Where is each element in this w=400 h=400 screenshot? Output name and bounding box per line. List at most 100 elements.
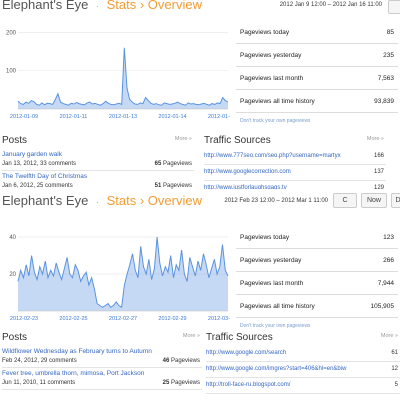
traffic-count: 12	[391, 366, 398, 372]
breadcrumb-separator: ·	[95, 196, 99, 207]
traffic-count: 137	[373, 169, 384, 175]
stat-row-last-month: Pageviews last month 7,944	[236, 272, 398, 295]
traffic-row: http://www.777seo.com/seo.php?username=m…	[204, 149, 386, 165]
traffic-sources-section: Traffic Sources More » http://www.google…	[206, 332, 400, 394]
refresh-button[interactable]	[388, 0, 400, 14]
traffic-url-link[interactable]: http://troll-face-ru.blogspot.com/	[206, 382, 291, 388]
stat-value: 93,839	[374, 98, 394, 105]
breadcrumb-stats[interactable]: Stats	[106, 0, 137, 12]
post-title-link[interactable]: Fever tree, umbrella thorn, mimosa, Port…	[2, 370, 145, 377]
stat-row-today: Pageviews today 123	[236, 226, 398, 249]
breadcrumb-stats[interactable]: Stats	[106, 193, 137, 208]
stat-label: Pageviews all time history	[240, 98, 315, 105]
day-button[interactable]: D	[391, 193, 400, 208]
chart-x-tick-label: 2012-01-14	[158, 114, 186, 120]
stat-row-yesterday: Pageviews yesterday 235	[236, 44, 398, 67]
post-pageviews: 46 Pageviews	[163, 358, 200, 364]
stat-row-all-time: Pageviews all time history 105,905	[236, 295, 398, 318]
post-meta: Jun 11, 2010, 11 comments	[2, 380, 76, 386]
traffic-row: http://troll-face-ru.blogspot.com/ 5	[206, 378, 400, 394]
traffic-url-link[interactable]: http://www.777seo.com/seo.php?username=m…	[204, 153, 341, 159]
posts-title: Posts	[2, 135, 28, 146]
post-meta: Feb 24, 2012, 29 comments	[2, 358, 77, 364]
traffic-sources-section: Traffic Sources More » http://www.777seo…	[204, 135, 386, 196]
posts-more-link[interactable]: More »	[182, 333, 200, 339]
blog-name[interactable]: Elephant's Eye	[2, 193, 89, 208]
chart-x-tick-label: 2012-01-13	[109, 114, 137, 120]
chart-series-line	[17, 47, 229, 106]
traffic-row: http://www.googlecorrection.com 137	[204, 165, 386, 181]
post-item: Fever tree, umbrella thorn, mimosa, Port…	[2, 368, 202, 390]
chart-y-tick-label: 200	[6, 30, 17, 36]
post-title-link[interactable]: The Twelfth Day of Christmas	[2, 173, 88, 180]
breadcrumb-separator-arrow: ›	[139, 0, 145, 12]
traffic-sources-title: Traffic Sources	[206, 332, 273, 343]
stat-row-yesterday: Pageviews yesterday 266	[236, 249, 398, 272]
chart-y-tick-label: 40	[9, 235, 16, 241]
traffic-url-link[interactable]: http://www.googlecorrection.com	[204, 169, 291, 175]
stat-label: Pageviews today	[240, 234, 290, 241]
stats-header: Elephant's Eye · Stats › Overview 2012 J…	[0, 0, 400, 16]
post-pageviews-count: 25	[162, 380, 170, 386]
stats-header: Elephant's Eye · Stats › Overview 2012 F…	[0, 189, 400, 208]
traffic-more-link[interactable]: More »	[366, 136, 384, 142]
stat-row-last-month: Pageviews last month 7,563	[236, 67, 398, 90]
post-pageviews: 25 Pageviews	[163, 380, 200, 386]
date-range: 2012 Feb 23 12:00 – 2012 Mar 1 11:00	[224, 198, 328, 204]
chart-area-fill	[18, 237, 228, 311]
traffic-count: 5	[394, 382, 398, 388]
chart-x-tick-label: 2012-02-25	[59, 316, 87, 322]
stats-summary: Pageviews today 123 Pageviews yesterday …	[236, 226, 398, 329]
dont-track-link[interactable]: Don't track your own pageviews	[240, 323, 311, 329]
stat-value: 123	[383, 234, 394, 241]
traffic-sources-title: Traffic Sources	[204, 135, 271, 146]
stat-label: Pageviews last month	[240, 75, 304, 82]
breadcrumb: Elephant's Eye · Stats › Overview	[2, 0, 202, 12]
pageviews-chart-svg: 20 40 2012-02-23 2012-02-25 2012-02-27 2012-0…	[9, 235, 230, 322]
stat-label: Pageviews yesterday	[240, 257, 302, 264]
stat-value: 266	[383, 257, 394, 264]
stat-label: Pageviews all time history	[240, 303, 315, 310]
breadcrumb-separator-arrow: ›	[139, 193, 145, 208]
stat-value: 7,563	[377, 75, 394, 82]
now-button[interactable]: Now	[361, 193, 387, 208]
breadcrumb-overview: Overview	[147, 193, 202, 208]
chart-x-tick-label: 2012-02-23	[10, 316, 38, 322]
traffic-url-link[interactable]: http://www.google.com/search	[206, 350, 287, 356]
pageviews-chart-svg: 100 200 2012-01-09 2012-01-11 2012-01-13 2012…	[6, 30, 230, 120]
blog-name[interactable]: Elephant's Eye	[2, 0, 89, 12]
stat-value: 105,905	[370, 303, 395, 310]
traffic-count: 166	[373, 153, 384, 159]
traffic-more-link[interactable]: More »	[380, 333, 398, 339]
post-item: January garden walk Jan 13, 2012, 33 com…	[2, 149, 194, 171]
traffic-url-link[interactable]: http://www.justforlaughsgags.tv	[204, 185, 287, 191]
breadcrumb: Elephant's Eye · Stats › Overview	[2, 193, 202, 208]
stat-value: 7,944	[377, 280, 394, 287]
stat-label: Pageviews yesterday	[240, 52, 302, 59]
chart-series-line	[17, 237, 229, 309]
traffic-url-link[interactable]: http://www.google.com/imgres?start=406&h…	[206, 366, 347, 372]
posts-section: Posts More » January garden walk Jan 13,…	[2, 135, 194, 193]
chart-x-tick-label: 2012-03-01	[208, 316, 230, 322]
stats-panel-bottom: Elephant's Eye · Stats › Overview 2012 F…	[0, 189, 400, 400]
traffic-row: http://www.justforlaughsgags.tv 129	[204, 181, 386, 196]
post-pageviews-count: 51	[154, 183, 162, 189]
stat-label: Pageviews last month	[240, 280, 304, 287]
pageviews-chart: 20 40 2012-02-23 2012-02-25 2012-02-27 2012-0…	[0, 222, 230, 323]
post-meta: Jan 6, 2012, 25 comments	[2, 183, 73, 189]
refresh-button[interactable]: C	[333, 193, 357, 208]
stats-summary: Pageviews today 85 Pageviews yesterday 2…	[236, 21, 398, 124]
post-title-link[interactable]: January garden walk	[2, 151, 62, 158]
traffic-count: 61	[391, 350, 398, 356]
stats-panel-top: Elephant's Eye · Stats › Overview 2012 J…	[0, 0, 400, 196]
traffic-row: http://www.google.com/imgres?start=406&h…	[206, 362, 400, 378]
dont-track-link[interactable]: Don't track your own pageviews	[240, 118, 311, 124]
chart-x-tick-label: 2012-01-16	[208, 114, 230, 120]
chart-x-tick-label: 2012-02-29	[158, 316, 186, 322]
posts-more-link[interactable]: More »	[174, 136, 192, 142]
stat-value: 85	[386, 29, 394, 36]
posts-section: Posts More » Wildflower Wednesday as Feb…	[2, 332, 202, 390]
breadcrumb-overview: Overview	[147, 0, 202, 12]
post-pageviews-label: Pageviews	[162, 183, 192, 189]
post-title-link[interactable]: Wildflower Wednesday as February turns t…	[2, 348, 152, 355]
